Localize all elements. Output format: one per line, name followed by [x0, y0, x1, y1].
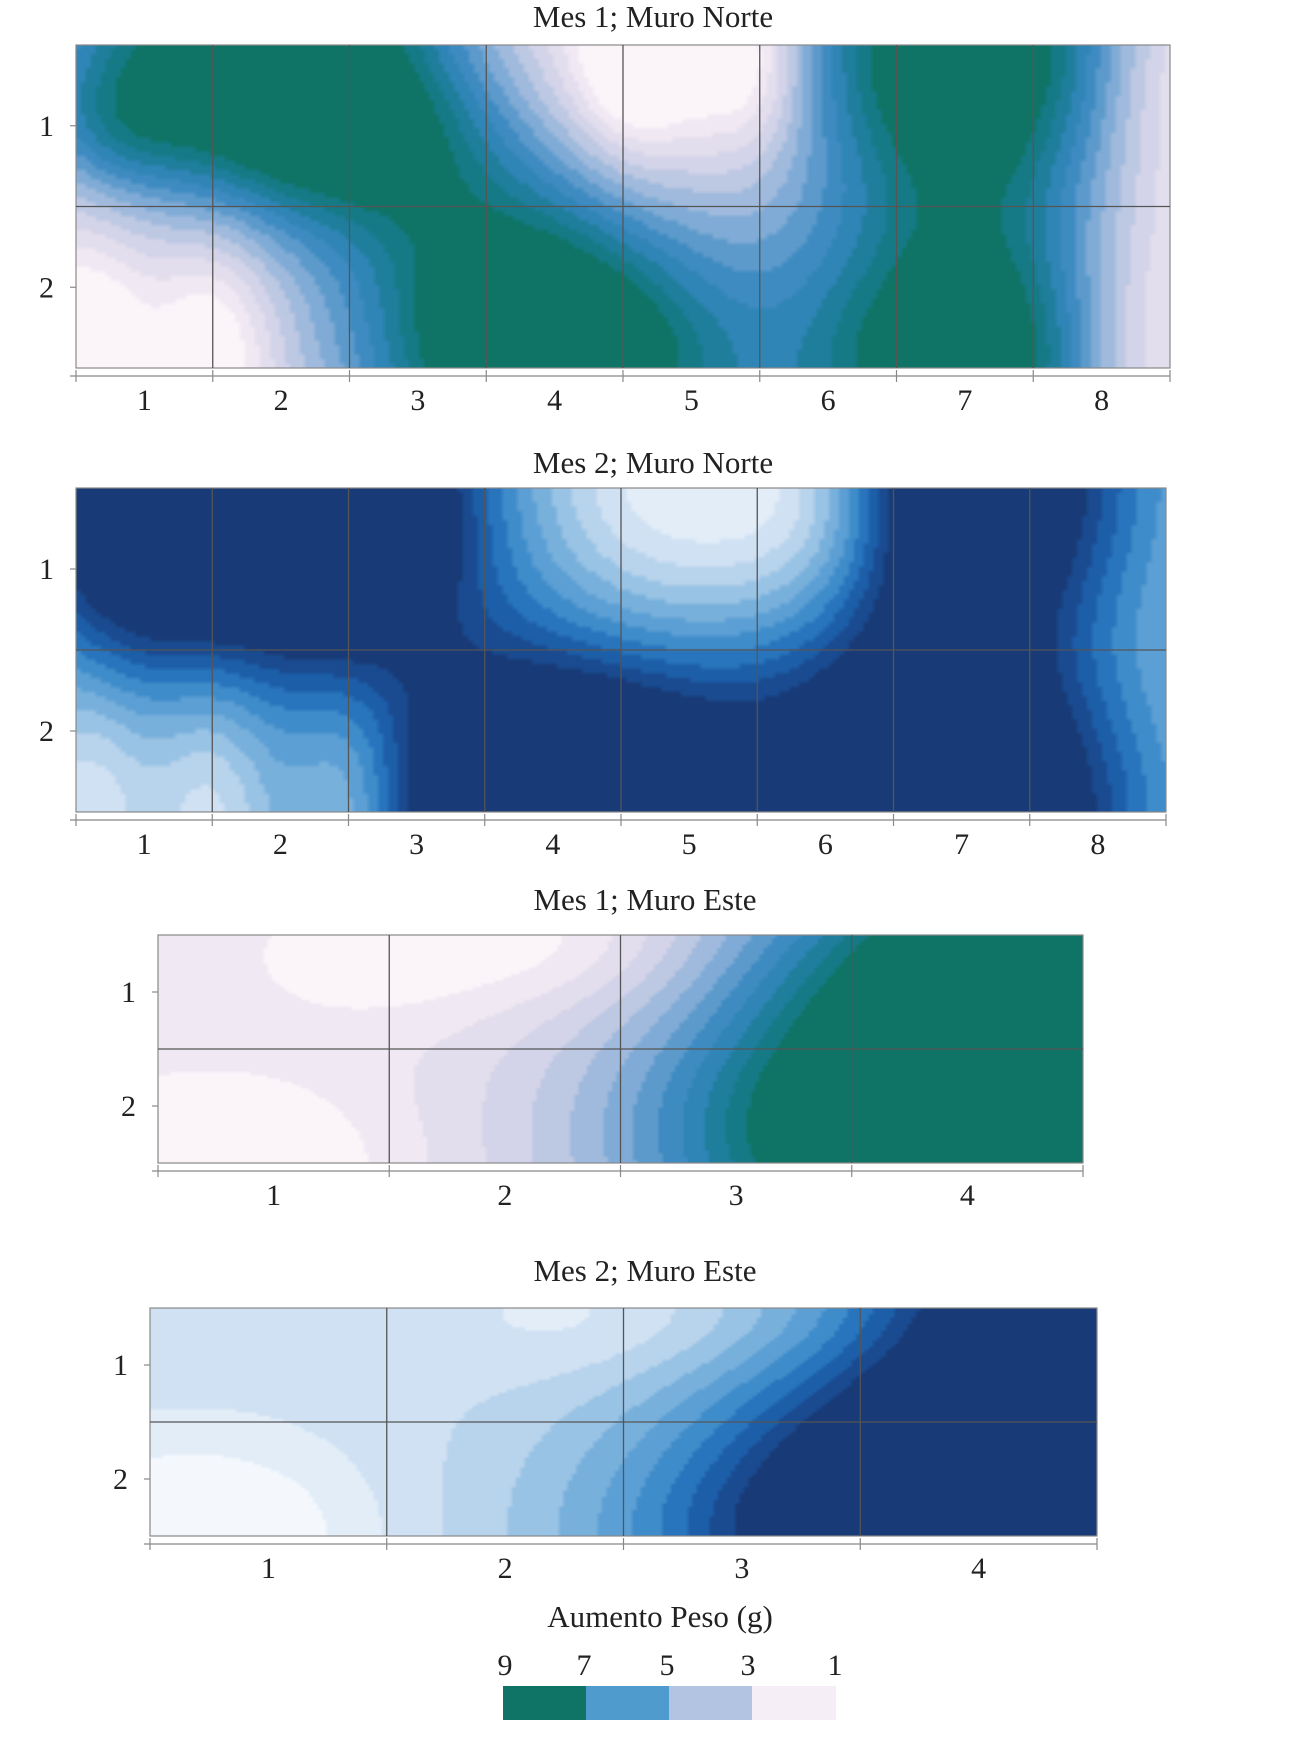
y-tick-label: 1	[121, 976, 136, 1009]
panel-mes2-este: Mes 2; Muro Este 1 2 3 4 1 2	[113, 1253, 1098, 1585]
legend-swatch	[752, 1686, 836, 1720]
x-tick-label: 1	[266, 1179, 281, 1212]
x-tick-label: 8	[1094, 384, 1109, 417]
legend-label: 1	[828, 1649, 843, 1682]
y-tick-label: 2	[113, 1463, 128, 1496]
x-tick-label: 1	[137, 828, 152, 861]
x-tick-label: 5	[682, 828, 697, 861]
x-tick-label: 1	[137, 384, 152, 417]
x-tick-label: 7	[957, 384, 972, 417]
x-tick-label: 6	[818, 828, 833, 861]
x-tick-label: 7	[954, 828, 969, 861]
legend-label: 3	[741, 1649, 756, 1682]
x-tick-label: 1	[261, 1552, 276, 1585]
x-tick-label: 4	[547, 384, 562, 417]
x-tick-label: 4	[545, 828, 560, 861]
legend-swatch	[669, 1686, 752, 1720]
x-tick-label: 6	[821, 384, 836, 417]
x-tick-label: 4	[960, 1179, 975, 1212]
x-tick-label: 2	[498, 1552, 513, 1585]
panel-title: Mes 2; Muro Este	[533, 1253, 756, 1288]
y-tick-label: 1	[39, 110, 54, 143]
heatmap-area: 1 2 3 4 5 6 7 8 1 2	[39, 44, 1171, 417]
heatmap-area: 1 2 3 4 1 2	[121, 934, 1084, 1212]
color-legend: Aumento Peso (g) 9 7 5 3 1	[498, 1599, 843, 1720]
legend-label: 5	[660, 1649, 675, 1682]
panel-title: Mes 1; Muro Norte	[533, 0, 773, 34]
legend-title: Aumento Peso (g)	[547, 1599, 773, 1634]
legend-swatch	[586, 1686, 669, 1720]
panel-title: Mes 1; Muro Este	[533, 882, 756, 917]
x-tick-label: 2	[497, 1179, 512, 1212]
y-tick-label: 2	[39, 271, 54, 304]
x-tick-label: 3	[409, 828, 424, 861]
heatmap-area: 1 2 3 4 1 2	[113, 1307, 1098, 1585]
panel-title: Mes 2; Muro Norte	[533, 445, 773, 480]
legend-swatch	[503, 1686, 586, 1720]
y-tick-label: 1	[113, 1349, 128, 1382]
panel-mes1-norte: Mes 1; Muro Norte 1 2 3 4 5 6 7 8 1 2	[39, 0, 1171, 417]
legend-label: 9	[498, 1649, 513, 1682]
x-tick-label: 8	[1090, 828, 1105, 861]
x-tick-label: 3	[410, 384, 425, 417]
x-tick-label: 5	[684, 384, 699, 417]
panel-mes1-este: Mes 1; Muro Este 1 2 3 4 1 2	[121, 882, 1084, 1212]
y-tick-label: 2	[121, 1090, 136, 1123]
x-tick-label: 3	[729, 1179, 744, 1212]
legend-label: 7	[577, 1649, 592, 1682]
x-tick-label: 3	[734, 1552, 749, 1585]
x-tick-label: 2	[274, 384, 289, 417]
heatmap-area: 1 2 3 4 5 6 7 8 1 2	[39, 487, 1167, 861]
y-tick-label: 2	[39, 715, 54, 748]
x-tick-label: 2	[273, 828, 288, 861]
y-tick-label: 1	[39, 553, 54, 586]
x-tick-label: 4	[971, 1552, 986, 1585]
panel-mes2-norte: Mes 2; Muro Norte 1 2 3 4 5 6 7 8 1 2	[39, 445, 1167, 861]
